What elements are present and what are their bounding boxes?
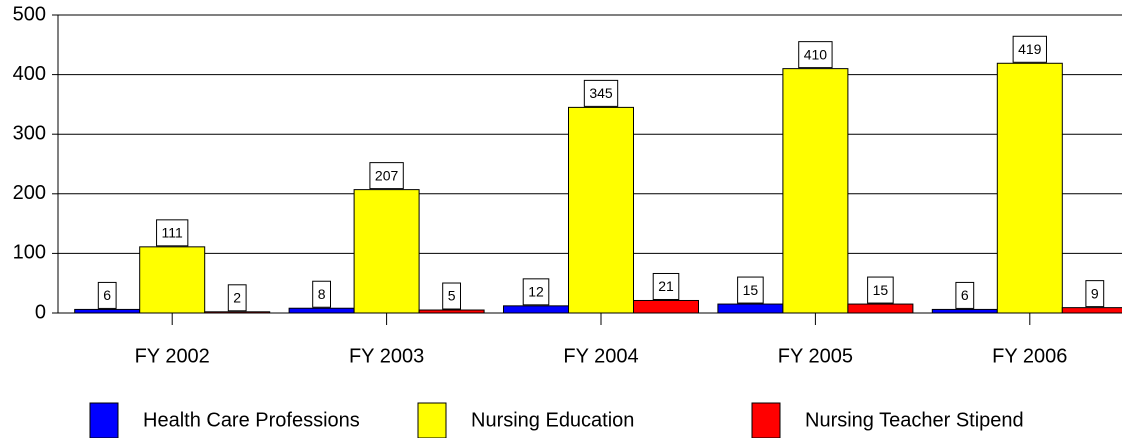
bar [633,299,699,314]
y-tick-label: 300 [13,122,46,144]
bar [139,246,206,314]
bar [418,309,485,314]
bar [847,303,914,314]
value-label: 8 [318,286,326,302]
legend-label: Health Care Professions [143,409,360,431]
value-label-box [227,284,247,312]
value-label: 9 [1091,285,1099,301]
bar [503,305,569,314]
bar [931,308,998,314]
y-tick-label: 100 [13,242,46,264]
value-label: 15 [743,282,759,298]
x-tick-label: FY 2002 [135,345,210,367]
value-label: 6 [103,287,111,303]
value-label-box [442,282,461,310]
value-label-box [156,219,189,247]
bar [782,68,849,314]
value-label-box [1012,35,1047,63]
value-label-box [522,278,550,306]
x-tick-label: FY 2006 [992,345,1067,367]
value-label-box [1085,280,1105,308]
value-label-box [312,280,331,308]
legend-label: Nursing Teacher Stipend [805,409,1024,431]
bar [1061,307,1122,314]
value-label-box [798,41,833,69]
x-tick-label: FY 2005 [778,345,853,367]
legend-swatch [751,402,781,438]
legend-label: Nursing Education [471,409,634,431]
value-label: 5 [448,288,456,304]
bar [204,311,271,314]
value-label: 12 [528,284,544,300]
y-tick-label: 0 [35,301,46,323]
value-label: 111 [162,225,183,241]
value-label: 15 [873,282,889,298]
x-tick-label: FY 2004 [563,345,638,367]
bar [568,106,634,314]
y-tick-label: 500 [13,3,46,25]
bar [288,307,355,314]
value-label-box [652,272,680,300]
value-label-box [583,79,619,107]
value-label: 410 [804,46,828,62]
legend-swatch [89,402,119,438]
value-label-box [97,281,117,309]
bar [353,189,420,314]
y-tick-label: 400 [13,63,46,85]
value-label-box [867,276,894,304]
value-label-box [737,276,764,304]
value-label: 21 [658,278,674,294]
legend-swatch [417,402,447,438]
value-label: 207 [375,167,399,183]
bar [74,308,141,314]
value-label-box [369,162,404,190]
value-label: 345 [589,85,613,101]
value-label-box [955,281,975,309]
x-tick-label: FY 2003 [349,345,424,367]
value-label: 419 [1018,41,1042,57]
y-tick-label: 200 [13,182,46,204]
value-label: 6 [961,287,969,303]
value-label: 2 [233,290,241,306]
bar [717,303,784,314]
bar [996,62,1063,314]
